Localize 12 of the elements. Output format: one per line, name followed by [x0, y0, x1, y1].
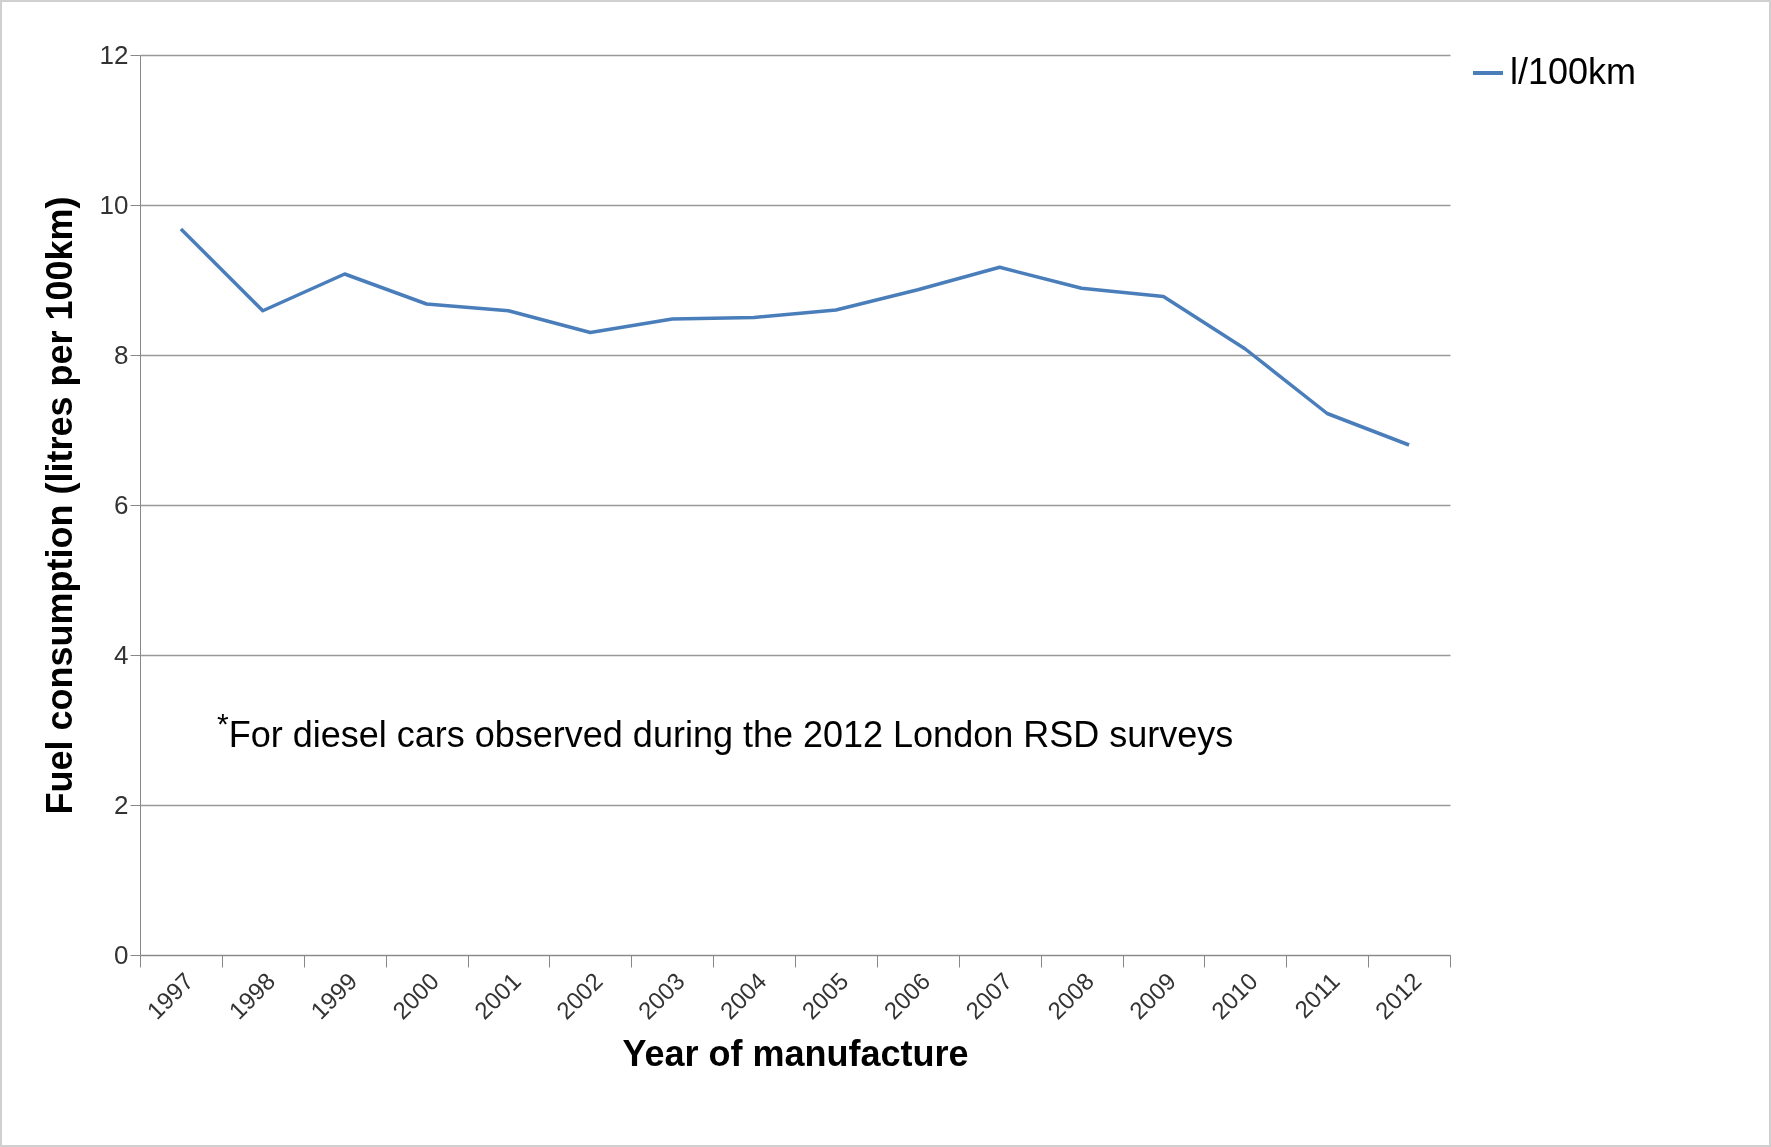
y-tick-label: 0 — [114, 939, 129, 970]
y-tick-label: 10 — [99, 189, 129, 220]
legend-label: l/100km — [1510, 51, 1637, 92]
y-tick-label: 4 — [114, 639, 129, 670]
x-axis-title: Year of manufacture — [622, 1033, 969, 1075]
y-tick-label: 6 — [114, 489, 129, 520]
y-tick-label: 12 — [99, 39, 129, 70]
y-tick-label: 2 — [114, 789, 129, 820]
annotation: $^{*}$For diesel cars observed during the 2012 London RSD surveys — [217, 707, 1234, 756]
y-axis-title: Fuel consumption (litres per 100km) — [38, 196, 80, 815]
line-series — [179, 227, 1411, 447]
y-tick-label: 8 — [114, 339, 129, 370]
